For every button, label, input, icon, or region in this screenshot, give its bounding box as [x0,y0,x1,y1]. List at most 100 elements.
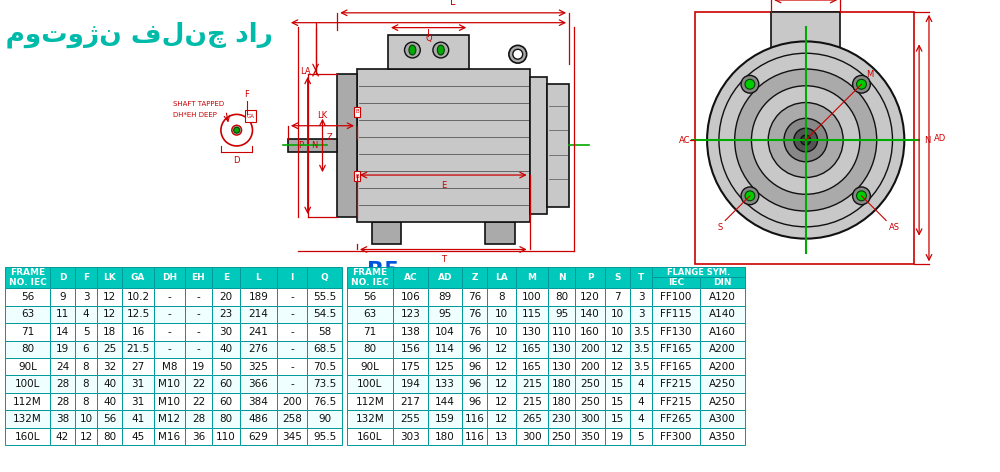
Bar [154,306,185,323]
Bar [630,393,652,410]
Text: A300: A300 [709,414,736,424]
Text: 32: 32 [103,362,116,372]
Text: EH: EH [192,273,205,282]
Bar [428,411,462,428]
Bar [75,288,97,306]
Bar [154,267,185,288]
Text: 12: 12 [611,344,624,354]
Text: 21.5: 21.5 [126,344,150,354]
Text: 3.5: 3.5 [633,327,649,337]
Text: 8: 8 [83,396,89,407]
Bar [605,341,630,358]
Text: 31: 31 [131,379,145,389]
Ellipse shape [409,45,416,55]
Text: -: - [290,292,294,302]
Bar [487,428,516,445]
Text: 100L: 100L [15,379,40,389]
Text: B: B [355,110,359,114]
Text: 50: 50 [219,362,233,372]
Bar [393,288,428,306]
Bar [212,376,240,393]
Bar [212,288,240,306]
Bar [347,411,393,428]
Text: 175: 175 [401,362,420,372]
Text: 42: 42 [56,431,69,442]
Bar [277,393,307,410]
Bar [530,77,547,214]
Text: 63: 63 [21,310,34,320]
Text: 89: 89 [438,292,452,302]
Bar [516,323,548,341]
Circle shape [745,191,755,201]
Text: 15: 15 [611,396,624,407]
Text: -: - [197,292,200,302]
Text: B5: B5 [367,261,399,281]
Text: 45: 45 [131,431,145,442]
Text: -: - [290,362,294,372]
Text: 200: 200 [282,396,302,407]
Text: IEC: IEC [668,278,684,287]
Bar [487,267,516,288]
Text: 104: 104 [435,327,455,337]
Text: N: N [311,141,318,150]
Text: L: L [450,0,456,7]
Text: 115: 115 [522,310,542,320]
Bar [97,376,122,393]
Bar [605,376,630,393]
Bar [652,341,700,358]
Bar [185,376,212,393]
Bar [5,393,50,410]
Bar [630,306,652,323]
Text: 8: 8 [83,362,89,372]
Bar [462,341,487,358]
Bar [372,222,401,244]
Text: FRAME
NO. IEC: FRAME NO. IEC [9,268,46,287]
Bar [5,376,50,393]
Text: 12: 12 [495,379,508,389]
Bar [5,411,50,428]
Text: 96: 96 [468,362,481,372]
Text: S: S [614,273,621,282]
Text: LA: LA [495,273,508,282]
Bar [122,393,154,410]
Bar [277,306,307,323]
Bar [240,428,277,445]
Text: 165: 165 [522,344,542,354]
Bar [75,323,97,341]
Bar [347,428,393,445]
Circle shape [857,191,866,201]
Text: 23: 23 [219,310,233,320]
Bar [212,323,240,341]
Bar [630,341,652,358]
Text: 27: 27 [131,362,145,372]
Text: Z: Z [327,133,332,142]
Text: FF165: FF165 [660,362,692,372]
Text: 14: 14 [56,327,69,337]
Text: 56: 56 [21,292,34,302]
Bar [630,288,652,306]
Text: 112M: 112M [356,396,384,407]
Text: M: M [528,273,536,282]
Text: 24: 24 [56,362,69,372]
Text: 96: 96 [468,344,481,354]
Text: 384: 384 [249,396,268,407]
Bar [337,74,357,217]
Text: 90L: 90L [361,362,379,372]
Text: 10: 10 [611,327,624,337]
Text: 159: 159 [435,414,455,424]
Bar [700,323,745,341]
Bar [575,358,605,376]
Bar [516,341,548,358]
Text: 5: 5 [83,327,89,337]
Text: AC: AC [404,273,417,282]
Text: 15: 15 [611,414,624,424]
Bar [487,376,516,393]
Text: N: N [558,273,565,282]
Text: 250: 250 [580,396,600,407]
Text: 3: 3 [638,310,644,320]
Circle shape [707,42,904,239]
Text: 20: 20 [219,292,233,302]
Bar [700,376,745,393]
Bar [652,428,700,445]
Bar [5,341,50,358]
